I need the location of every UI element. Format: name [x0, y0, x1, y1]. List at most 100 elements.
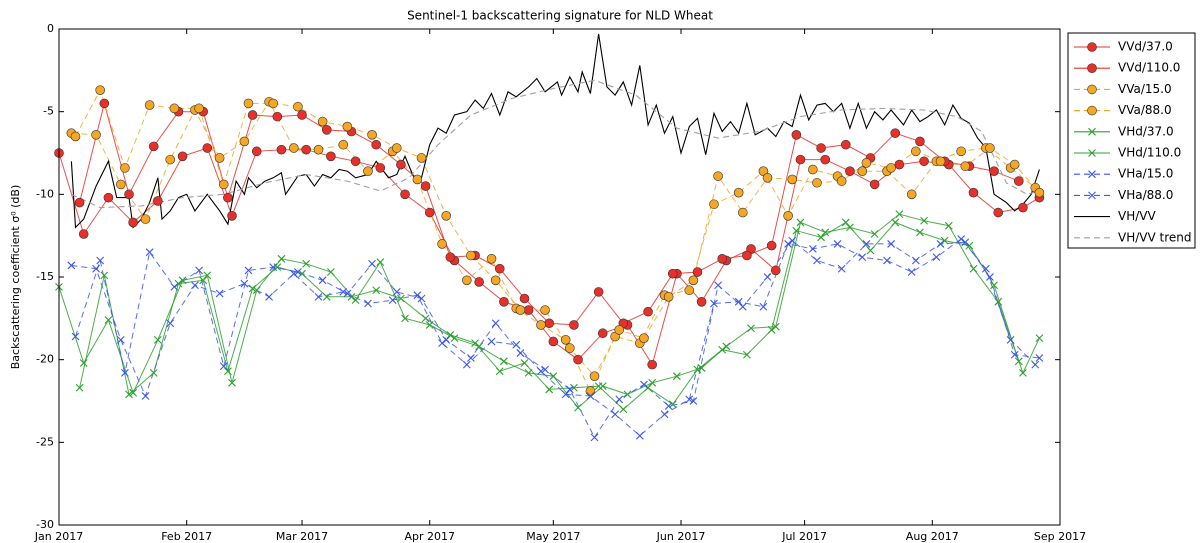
data-point [920, 216, 928, 225]
data-point [218, 179, 229, 190]
data-point [153, 335, 162, 344]
data-point [1031, 360, 1040, 369]
data-point [104, 316, 113, 324]
data-point [935, 156, 946, 167]
data-point [289, 269, 298, 278]
data-point [866, 246, 875, 255]
series-line [70, 33, 1040, 229]
legend-marker [1088, 191, 1096, 200]
data-point [121, 369, 129, 377]
data-point [597, 328, 608, 339]
data-point [251, 146, 262, 157]
data-point [450, 334, 459, 343]
data-point [272, 111, 283, 122]
data-point [364, 299, 372, 308]
data-point [795, 154, 806, 165]
data-point [894, 159, 905, 170]
data-point [145, 248, 154, 257]
x-tick-label: Mar 2017 [276, 530, 328, 543]
data-point [857, 166, 868, 176]
data-point [738, 302, 747, 311]
data-point [166, 319, 175, 328]
data-point [808, 245, 817, 253]
data-point [103, 192, 114, 203]
legend-label: VH/VV trend [1118, 230, 1192, 244]
data-point [338, 139, 349, 150]
legend-label: VVd/110.0 [1118, 61, 1180, 75]
data-point [895, 210, 904, 219]
data-point [560, 335, 571, 345]
legend-marker [1088, 127, 1096, 136]
data-point [747, 324, 755, 333]
data-point [1035, 354, 1044, 362]
y-axis-label: Backscattering coefficient σ⁰ (dB) [9, 185, 22, 369]
data-point [668, 400, 677, 409]
data-point [70, 131, 81, 142]
data-point [536, 320, 546, 330]
data-point [466, 250, 476, 261]
data-point [95, 85, 105, 95]
data-point [367, 130, 377, 140]
legend-entry: VVa/15.0 [1074, 82, 1172, 96]
legend-label: VHa/15.0 [1118, 167, 1173, 181]
data-point [738, 207, 748, 218]
data-point [294, 268, 302, 276]
data-point [821, 228, 830, 237]
data-point [343, 289, 352, 298]
data-point [570, 383, 578, 392]
data-point [400, 189, 410, 200]
data-point [994, 297, 1003, 306]
data-point [548, 336, 559, 347]
data-point [269, 263, 278, 271]
data-point [467, 354, 475, 362]
data-point [990, 281, 998, 290]
data-point [144, 100, 155, 110]
data-point [869, 179, 880, 190]
data-point [717, 254, 728, 264]
data-point [710, 299, 718, 308]
data-point [490, 275, 501, 286]
data-point [372, 286, 381, 295]
data-point [585, 386, 596, 396]
data-point [564, 343, 575, 353]
data-point [297, 110, 307, 120]
x-tick-label: May 2017 [526, 530, 580, 543]
data-point [586, 392, 595, 400]
legend-marker [1087, 84, 1097, 95]
data-point [619, 405, 628, 414]
data-point [500, 357, 508, 366]
data-point [812, 177, 822, 188]
data-point [252, 286, 261, 295]
data-point [985, 143, 995, 153]
data-point [474, 277, 484, 287]
data-point [771, 322, 780, 331]
data-point [574, 403, 582, 412]
data-point [693, 365, 702, 374]
data-point [541, 365, 549, 374]
data-point [714, 281, 722, 290]
data-point [424, 207, 435, 218]
data-point [713, 171, 723, 181]
data-point [301, 144, 311, 155]
data-point [944, 221, 953, 230]
data-point [692, 267, 703, 277]
data-point [462, 360, 471, 369]
legend-entry: VHd/37.0 [1074, 124, 1174, 138]
data-point [277, 254, 286, 263]
x-tick-label: Apr 2017 [404, 530, 455, 543]
data-point [516, 349, 525, 357]
data-point [413, 291, 422, 300]
data-point [214, 153, 225, 163]
data-point [293, 101, 303, 112]
data-point [425, 321, 434, 329]
data-point [391, 143, 402, 153]
y-tick-label: -20 [36, 353, 54, 366]
data-point [886, 163, 896, 173]
data-point [936, 240, 945, 248]
data-point [79, 359, 88, 367]
data-point [981, 264, 990, 273]
data-point [392, 287, 401, 296]
data-point [883, 256, 891, 265]
